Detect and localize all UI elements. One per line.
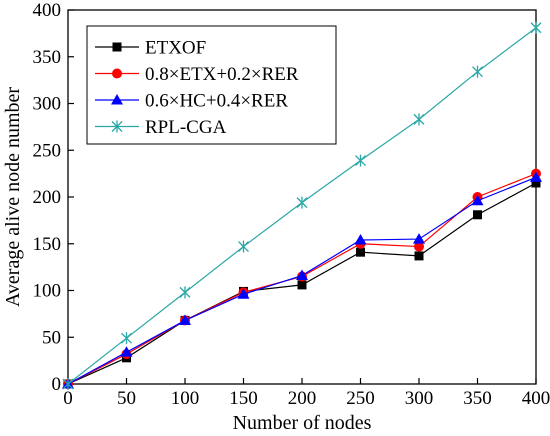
legend-label: RPL-CGA (145, 117, 227, 138)
data-point (473, 210, 482, 220)
y-tick-label: 150 (33, 234, 62, 255)
x-tick-label: 250 (346, 388, 375, 409)
legend-item-2: 0.8×ETX+0.2×RER (95, 64, 299, 85)
y-tick-label: 250 (33, 140, 62, 161)
data-point (531, 178, 541, 188)
series-4 (62, 21, 542, 390)
legend-marker (112, 42, 122, 52)
data-point (237, 288, 250, 299)
x-tick-label: 300 (405, 388, 434, 409)
x-tick-label: 100 (171, 388, 200, 409)
data-point (471, 194, 484, 206)
data-point (120, 346, 133, 357)
axis-ticks: 0 50 100 150 200 250 300 350 400 0 50 100 150 200 250 3… (33, 0, 550, 409)
data-point (296, 196, 308, 209)
y-tick-label: 100 (33, 281, 62, 302)
legend-label: 0.6×HC+0.4×RER (145, 91, 288, 112)
legend-box (86, 25, 337, 145)
y-tick-label: 200 (33, 187, 62, 208)
x-tick-label: 350 (463, 388, 492, 409)
data-point (413, 233, 425, 244)
y-tick-label: 400 (33, 0, 62, 21)
legend-label: ETXOF (145, 38, 206, 59)
legend-marker (111, 120, 123, 133)
data-point (355, 154, 366, 167)
legend-item-4: RPL-CGA (95, 117, 227, 138)
legend-label: 0.8×ETX+0.2×RER (145, 64, 299, 85)
data-point (121, 332, 132, 345)
x-axis-title: Number of nodes (233, 412, 372, 434)
data-point (530, 21, 542, 34)
y-tick-label: 50 (42, 327, 61, 348)
x-tick-label: 200 (288, 388, 317, 409)
series-1 (63, 178, 541, 389)
legend-items: ETXOF 0.8×ETX+0.2×RER 0.6×HC+0.4×RER RPL-CG… (95, 38, 299, 138)
data-point (238, 240, 249, 253)
data-point (179, 286, 191, 299)
y-tick-label: 300 (33, 94, 62, 115)
legend-marker (112, 68, 122, 79)
legend: ETXOF 0.8×ETX+0.2×RER 0.6×HC+0.4×RER RPL-CG… (86, 25, 337, 145)
data-point (354, 234, 367, 245)
data-point (297, 280, 307, 290)
x-tick-label: 150 (229, 388, 258, 409)
data-point (62, 378, 74, 390)
data-point (413, 113, 425, 126)
x-tick-label: 400 (522, 388, 550, 409)
series-3 (62, 171, 542, 389)
data-point (296, 269, 308, 281)
data-point (472, 65, 483, 78)
x-tick-label: 0 (63, 388, 73, 409)
data-point (179, 314, 191, 325)
series-layer (62, 21, 542, 390)
legend-item-3: 0.6×HC+0.4×RER (95, 91, 288, 112)
y-tick-label: 350 (33, 47, 62, 68)
x-tick-label: 50 (117, 388, 136, 409)
data-point (356, 247, 365, 257)
y-tick-label: 0 (52, 374, 62, 395)
data-point (530, 171, 542, 182)
legend-item-1: ETXOF (95, 38, 206, 59)
data-point (414, 251, 424, 261)
legend-marker (111, 94, 123, 105)
y-axis-title: Average alive node number (2, 87, 24, 307)
data-point (414, 241, 424, 252)
